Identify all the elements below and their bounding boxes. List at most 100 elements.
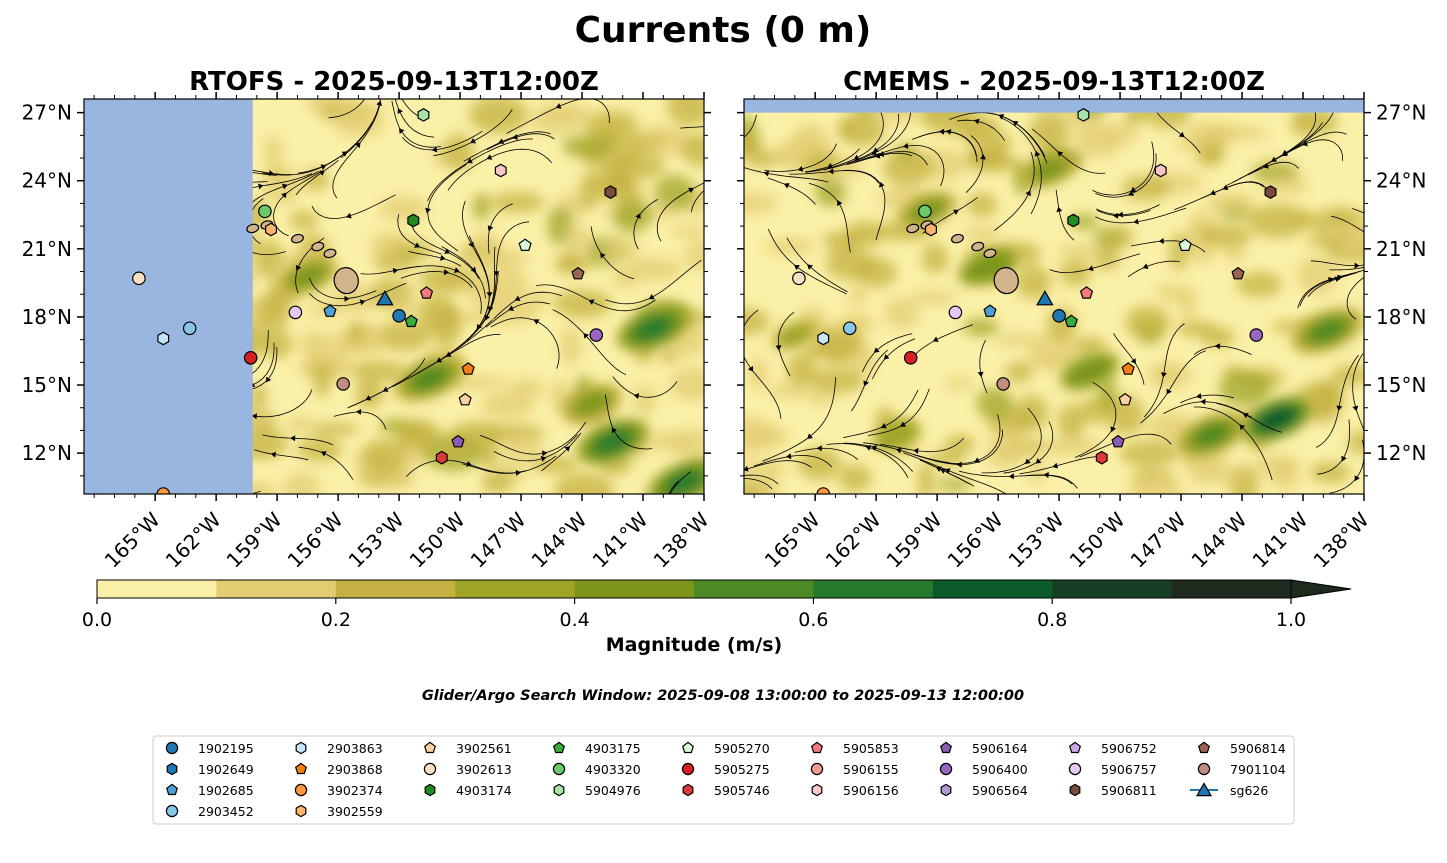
cmems-streamline-arrow: [896, 447, 902, 454]
marker-4903174: [1067, 213, 1080, 228]
y-tick-label: 24°N: [22, 169, 72, 193]
rtofs-streamline-arrow: [281, 183, 288, 190]
cmems-streamline: [1156, 111, 1201, 154]
rtofs-field-patch: [625, 257, 683, 282]
rtofs-streamline-arrow: [486, 154, 493, 160]
cmems-streamline: [1315, 354, 1359, 448]
x-tick-label: 162°W: [161, 507, 226, 572]
rtofs-field-patch: [480, 266, 528, 303]
cmems-streamline-arrow: [1117, 211, 1123, 218]
rtofs-streamline-arrow: [290, 435, 296, 442]
rtofs-streamline: [360, 265, 421, 275]
cmems-streamline: [843, 442, 913, 472]
cmems-streamline: [846, 151, 929, 166]
rtofs-streamline-arrow: [258, 183, 264, 190]
rtofs-streamline-arrow: [440, 254, 446, 261]
cmems-streamline-arrow: [1336, 405, 1343, 411]
marker-4903175: [1064, 314, 1078, 328]
marker-5905270: [1178, 238, 1192, 251]
rtofs-streamline: [612, 376, 678, 398]
cmems-field-patch: [802, 152, 839, 177]
cmems-streamline-arrow: [1341, 455, 1347, 462]
colorbar-tick-label: 0.0: [82, 609, 112, 631]
rtofs-field-patch: [289, 211, 319, 230]
rtofs-streamline-arrow: [359, 299, 366, 306]
cmems-field-patch: [1004, 361, 1033, 383]
cmems-streamline: [744, 460, 812, 471]
cmems-field-patch: [1015, 265, 1052, 300]
rtofs-streamline: [462, 200, 486, 273]
cmems-streamline: [1317, 419, 1350, 475]
rtofs-field-patch: [681, 133, 704, 167]
rtofs-streamline: [633, 198, 659, 250]
cmems-current-zone: [1259, 408, 1294, 431]
rtofs-streamline: [493, 434, 578, 462]
marker-5906164: [451, 434, 465, 448]
cmems-streamline: [843, 389, 919, 439]
rtofs-streamline: [405, 459, 527, 477]
rtofs-streamline-arrow: [319, 170, 325, 176]
cmems-field-patch: [1028, 113, 1070, 152]
legend-marker-1902195: [165, 741, 179, 755]
cmems-field-patch: [910, 290, 957, 305]
cmems-streamline-arrow: [883, 354, 890, 360]
hawaii-island: [983, 248, 997, 259]
rtofs-field-patch: [431, 306, 462, 347]
cmems-streamline: [805, 103, 884, 173]
cmems-field-patch: [1024, 355, 1084, 369]
colorbar-bin: [932, 580, 1053, 598]
cmems-streamline-arrow: [1012, 120, 1019, 127]
cmems-streamline-arrow: [873, 147, 879, 153]
cmems-streamline: [863, 442, 949, 463]
x-tick-label: 153°W: [344, 507, 409, 572]
y-tick-label: 24°N: [1376, 169, 1426, 193]
rtofs-streamline-arrow: [542, 450, 548, 457]
rtofs-streamline: [590, 226, 635, 280]
rtofs-streamline-arrow: [173, 88, 179, 94]
cmems-streamline: [1092, 141, 1155, 196]
cmems-field-patch: [1296, 256, 1339, 295]
rtofs-strong-currents: [277, 257, 704, 494]
rtofs-streamline: [552, 309, 627, 376]
cmems-streamline: [777, 311, 795, 377]
colorbar-tick-label: 0.4: [559, 609, 589, 631]
cmems-streamline: [1216, 403, 1282, 433]
y-tick-label: 18°N: [1376, 305, 1426, 329]
x-tick-label: 144°W: [1187, 507, 1252, 572]
cmems-current-zone: [1310, 319, 1345, 342]
rtofs-current-zone: [290, 265, 325, 288]
cmems-field-patch: [825, 247, 875, 280]
cmems-field-patch: [994, 333, 1039, 346]
cmems-streamline: [1055, 189, 1075, 241]
x-tick-label: 159°W: [222, 507, 287, 572]
cmems-streamline-arrow: [1035, 458, 1042, 464]
cmems-streamline-arrow: [1367, 264, 1373, 270]
rtofs-streamline-arrow: [635, 213, 641, 219]
cmems-field-patch: [1223, 241, 1245, 263]
cmems-streamline-arrow: [1166, 388, 1172, 395]
rtofs-field-patch: [468, 99, 529, 134]
rtofs-field-patch: [374, 321, 431, 351]
cmems-field-patch: [786, 353, 818, 387]
cmems-streamline: [1032, 128, 1106, 174]
rtofs-streamline-arrow: [484, 314, 491, 321]
legend-marker-3902561: [423, 741, 437, 754]
cmems-streamline: [1095, 204, 1160, 216]
rtofs-streamline-arrow: [365, 395, 372, 401]
rtofs-streamline-arrow: [443, 269, 450, 276]
colorbar-bin: [574, 580, 695, 598]
rtofs-streamline: [250, 347, 278, 390]
cmems-streamline: [744, 474, 779, 485]
rtofs-field-patch: [308, 422, 360, 436]
cmems-streamline-arrow: [879, 181, 885, 188]
rtofs-field-patch: [449, 375, 508, 390]
marker-3902559: [265, 222, 277, 237]
cmems-streamline-arrow: [974, 118, 980, 125]
right-panel-title: CMEMS - 2025-09-13T12:00Z: [843, 67, 1265, 97]
marker-2903868: [461, 362, 475, 375]
legend-marker-3902374: [294, 783, 308, 797]
legend-marker-1902685: [165, 783, 179, 796]
y-tick-label: 12°N: [1376, 441, 1426, 465]
marker-3902561: [1118, 392, 1132, 406]
